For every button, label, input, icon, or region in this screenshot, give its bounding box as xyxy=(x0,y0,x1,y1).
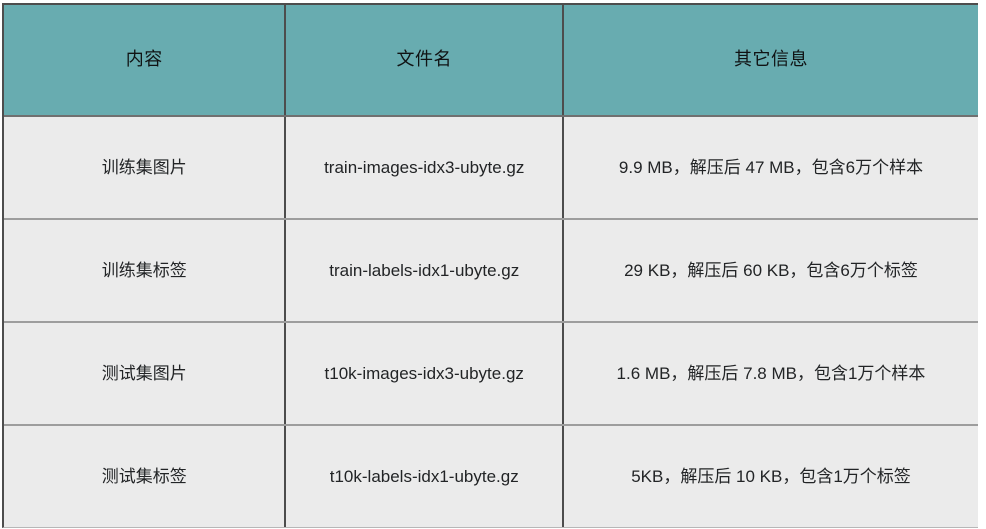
cell-info: 1.6 MB，解压后 7.8 MB，包含1万个样本 xyxy=(616,363,926,383)
cell-content: 测试集图片 xyxy=(4,323,287,424)
table-row: 测试集标签 t10k-labels-idx1-ubyte.gz 5KB，解压后 … xyxy=(4,424,978,527)
table-row: 训练集标签 train-labels-idx1-ubyte.gz 29 KB，解… xyxy=(4,218,978,321)
table-row: 测试集图片 t10k-images-idx3-ubyte.gz 1.6 MB，解… xyxy=(4,321,978,424)
cell-filename: train-labels-idx1-ubyte.gz xyxy=(286,220,565,321)
cell-info: 9.9 MB，解压后 47 MB，包含6万个样本 xyxy=(618,157,924,177)
header-cell-content: 内容 xyxy=(4,5,287,115)
cell-content: 训练集标签 xyxy=(4,220,287,321)
header-cell-filename: 文件名 xyxy=(286,5,565,115)
header-cell-info: 其它信息 xyxy=(734,49,808,70)
cell-content: 测试集标签 xyxy=(4,426,287,527)
cell-info: 29 KB，解压后 60 KB，包含6万个标签 xyxy=(624,260,918,280)
cell-filename: t10k-images-idx3-ubyte.gz xyxy=(286,323,565,424)
cell-filename: train-images-idx3-ubyte.gz xyxy=(286,117,565,218)
cell-content: 训练集图片 xyxy=(4,117,287,218)
mnist-files-table: 内容 文件名 其它信息 训练集图片 train-images-idx3-ubyt… xyxy=(2,3,978,528)
cell-filename: t10k-labels-idx1-ubyte.gz xyxy=(286,426,565,527)
table-header-row: 内容 文件名 其它信息 xyxy=(4,5,978,115)
table-row: 训练集图片 train-images-idx3-ubyte.gz 9.9 MB，… xyxy=(4,115,978,218)
cell-info: 5KB，解压后 10 KB，包含1万个标签 xyxy=(631,466,911,486)
